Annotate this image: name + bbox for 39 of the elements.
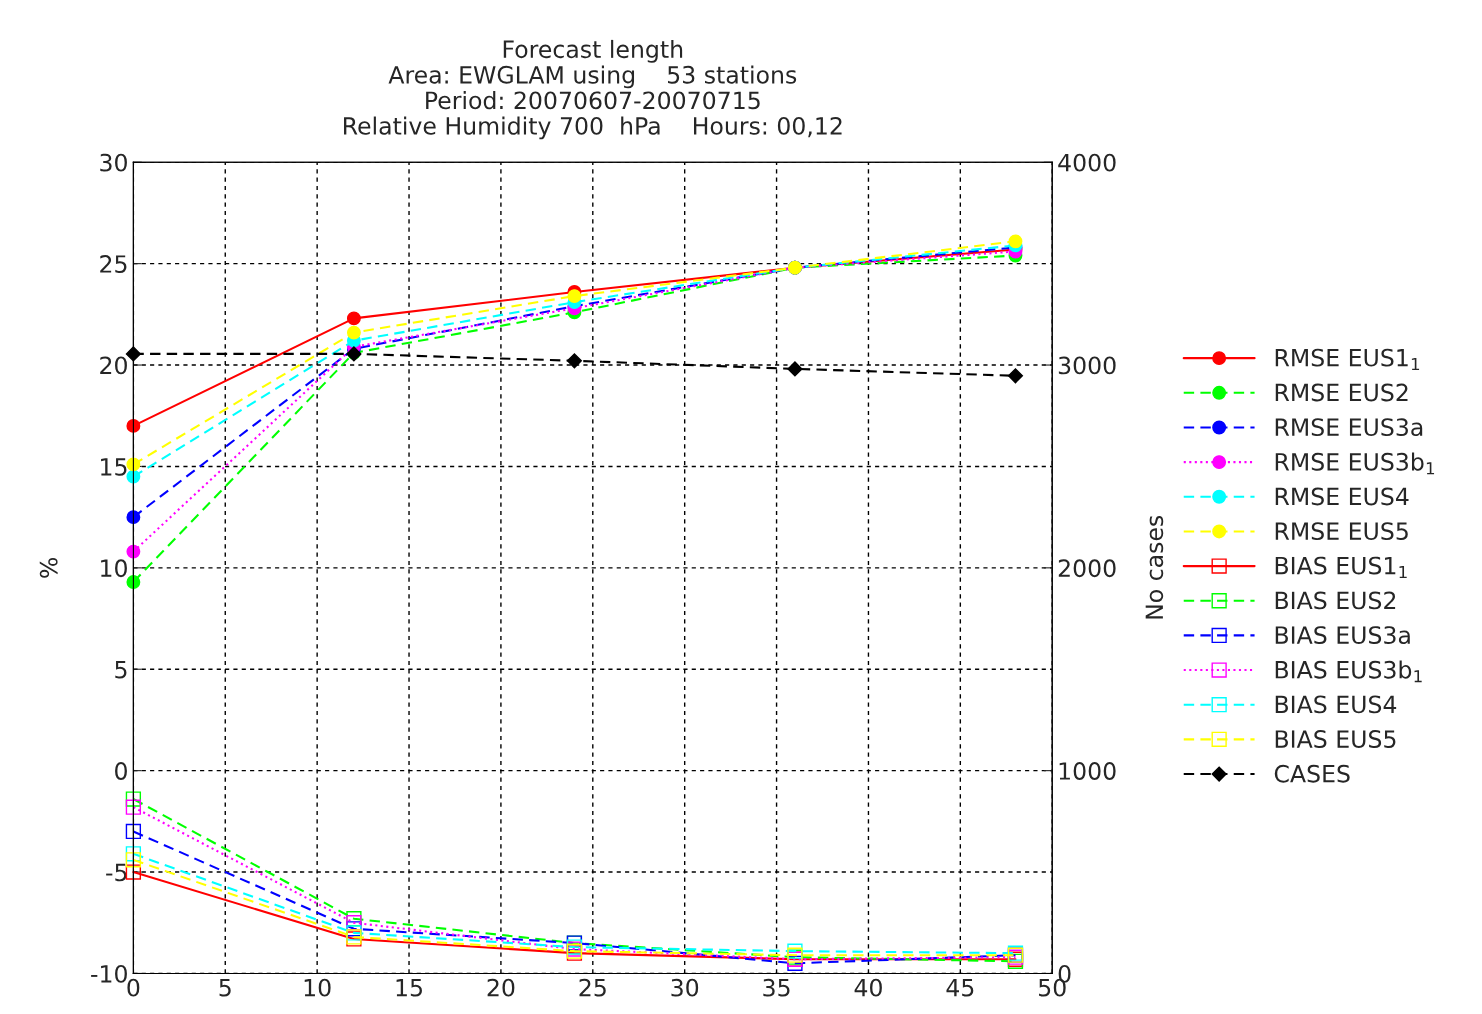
x-tick-label: 15 bbox=[396, 979, 422, 997]
y-tick-label: 25 bbox=[100, 255, 127, 273]
legend-label: BIAS EUS4 bbox=[1275, 695, 1397, 714]
legend-label: CASES bbox=[1274, 764, 1350, 783]
y2-tick-label: 1000 bbox=[1059, 762, 1116, 780]
y-tick-label: 15 bbox=[101, 458, 127, 476]
legend-label: RMSE EUS1$_{1}$ bbox=[1275, 348, 1420, 371]
y2-tick-label: 3000 bbox=[1058, 356, 1116, 375]
x-tick-label: 40 bbox=[854, 978, 882, 997]
chart-title: Forecast length Area: EWGLAM using 53 stations Period: 20070607-20070715 Relative Humidity 700 hPa Hours: 00,12 bbox=[344, 39, 842, 140]
legend-label: RMSE EUS3a bbox=[1275, 418, 1423, 437]
x-tick-label: 25 bbox=[579, 978, 606, 997]
legend-label: BIAS EUS2 bbox=[1275, 591, 1396, 610]
x-tick-label: 35 bbox=[763, 978, 790, 997]
legend-label: RMSE EUS4 bbox=[1275, 487, 1409, 506]
legend-label: RMSE EUS5 bbox=[1275, 522, 1408, 541]
y-tick-label: 0 bbox=[115, 762, 127, 780]
legend-label: RMSE EUS2 bbox=[1275, 383, 1408, 402]
legend-label: RMSE EUS3b$_{1}$ bbox=[1275, 452, 1435, 475]
x-tick-label: 45 bbox=[946, 979, 974, 997]
y-tick-label: 30 bbox=[100, 153, 127, 172]
y-axis-title: % bbox=[39, 557, 58, 578]
x-tick-label: 30 bbox=[671, 978, 699, 997]
legend-label: BIAS EUS1$_{1}$ bbox=[1275, 556, 1407, 579]
y2-tick-label: 4000 bbox=[1058, 153, 1116, 172]
x-tick-label: 10 bbox=[304, 978, 331, 997]
x-tick-label: 20 bbox=[487, 978, 515, 997]
x-tick-label: 0 bbox=[127, 978, 140, 997]
y-tick-label: 5 bbox=[115, 661, 127, 679]
legend-label: BIAS EUS5 bbox=[1275, 730, 1396, 748]
x-tick-label: 5 bbox=[219, 979, 231, 997]
y-tick-label: -5 bbox=[106, 863, 127, 882]
legend-label: BIAS EUS3b$_{1}$ bbox=[1275, 660, 1422, 683]
y-tick-label: 20 bbox=[100, 356, 127, 375]
legend-label: BIAS EUS3a bbox=[1275, 626, 1410, 644]
y2-axis-title: No cases bbox=[1145, 515, 1164, 619]
y2-tick-label: 2000 bbox=[1058, 559, 1116, 578]
y-tick-label: -10 bbox=[91, 964, 127, 983]
y-tick-label: 10 bbox=[101, 559, 127, 578]
